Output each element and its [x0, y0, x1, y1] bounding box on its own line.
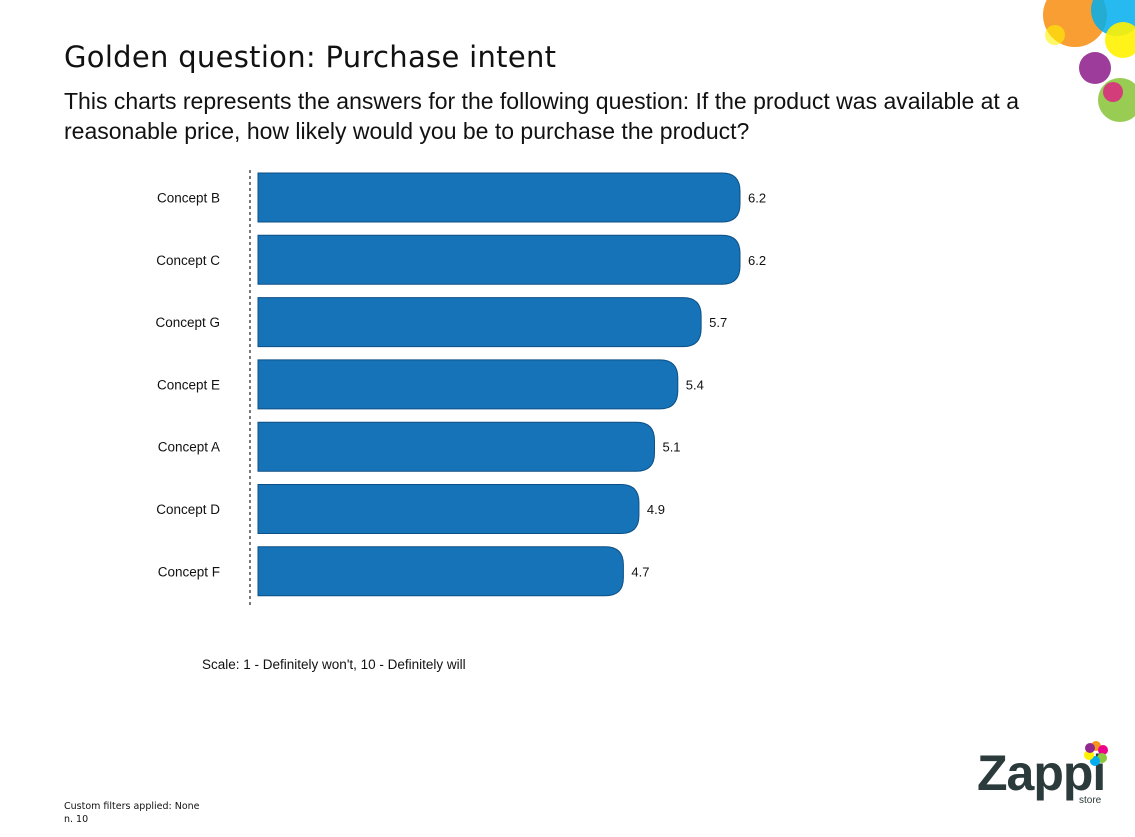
value-label: 4.9	[647, 502, 665, 517]
category-label: Concept E	[157, 377, 220, 392]
bar-concept-d	[257, 484, 640, 534]
bar-concept-b	[257, 172, 741, 223]
page-subtitle: This charts represents the answers for t…	[64, 88, 1020, 144]
decorative-color-splash	[1043, 0, 1135, 122]
purchase-intent-bar-chart: Concept B 6.2 Concept C 6.2 Concept G 5.7 Conc…	[155, 170, 766, 608]
category-label: Concept A	[158, 440, 220, 455]
category-label: Concept G	[155, 315, 220, 330]
value-label: 4.7	[631, 564, 649, 579]
logo-petal	[1085, 743, 1095, 753]
logo-flower-icon	[1084, 741, 1108, 766]
bar-concept-e	[257, 359, 679, 410]
logo-petal	[1098, 745, 1108, 755]
value-label: 6.2	[748, 253, 766, 268]
bar-concept-g	[257, 297, 702, 348]
category-label: Concept B	[157, 191, 220, 206]
bar-concept-c	[257, 234, 741, 285]
bar-concept-a	[257, 421, 655, 472]
value-label: 6.2	[748, 191, 766, 206]
category-label: Concept C	[156, 253, 220, 268]
sample-size-note: n. 10	[64, 814, 89, 825]
bar-concept-f	[257, 546, 624, 597]
filters-note: Custom filters applied: None	[64, 801, 200, 812]
page-title: Golden question: Purchase intent	[64, 40, 557, 74]
value-label: 5.4	[686, 377, 704, 392]
zappi-logo: Zappi store	[975, 740, 1115, 815]
category-label: Concept D	[156, 502, 220, 517]
logo-subtext: store	[1079, 795, 1102, 806]
value-label: 5.1	[662, 440, 680, 455]
category-label: Concept F	[158, 564, 220, 579]
scale-note: Scale: 1 - Definitely won't, 10 - Defini…	[202, 657, 466, 672]
value-label: 5.7	[709, 315, 727, 330]
